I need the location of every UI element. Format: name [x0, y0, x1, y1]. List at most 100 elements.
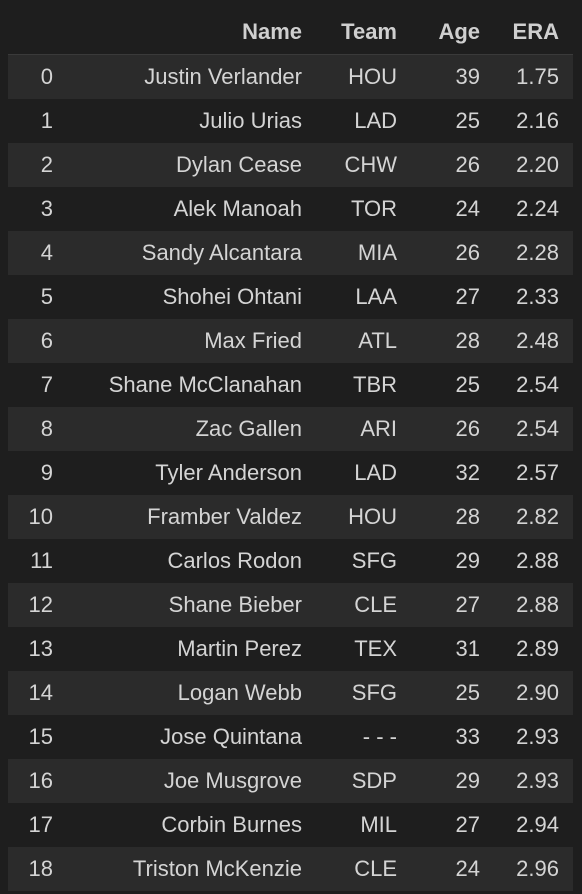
cell-name: Shane McClanahan — [68, 363, 318, 407]
table-row: 16 Joe Musgrove SDP 29 2.93 — [8, 759, 573, 803]
cell-era: 2.96 — [494, 847, 573, 891]
cell-age: 27 — [415, 803, 494, 847]
cell-era: 2.20 — [494, 143, 573, 187]
cell-team: ATL — [318, 319, 415, 363]
row-index: 18 — [8, 847, 68, 891]
row-index: 11 — [8, 539, 68, 583]
row-index: 4 — [8, 231, 68, 275]
cell-name: Shohei Ohtani — [68, 275, 318, 319]
cell-name: Sandy Alcantara — [68, 231, 318, 275]
cell-age: 33 — [415, 715, 494, 759]
table-row: 6 Max Fried ATL 28 2.48 — [8, 319, 573, 363]
cell-name: Dylan Cease — [68, 143, 318, 187]
cell-age: 29 — [415, 759, 494, 803]
cell-team: - - - — [318, 715, 415, 759]
cell-age: 29 — [415, 539, 494, 583]
table-row: 13 Martin Perez TEX 31 2.89 — [8, 627, 573, 671]
table-row: 9 Tyler Anderson LAD 32 2.57 — [8, 451, 573, 495]
table-row: 11 Carlos Rodon SFG 29 2.88 — [8, 539, 573, 583]
cell-team: HOU — [318, 54, 415, 99]
column-header-name: Name — [68, 10, 318, 55]
table-row: 1 Julio Urias LAD 25 2.16 — [8, 99, 573, 143]
cell-team: ARI — [318, 407, 415, 451]
table-body: 0 Justin Verlander HOU 39 1.75 1 Julio Urias LA… — [8, 54, 573, 891]
cell-age: 32 — [415, 451, 494, 495]
cell-age: 24 — [415, 187, 494, 231]
cell-name: Jose Quintana — [68, 715, 318, 759]
cell-team: LAD — [318, 99, 415, 143]
cell-era: 2.88 — [494, 583, 573, 627]
table-row: 18 Triston McKenzie CLE 24 2.96 — [8, 847, 573, 891]
cell-team: CLE — [318, 583, 415, 627]
cell-team: MIL — [318, 803, 415, 847]
dataframe-table: Name Team Age ERA 0 Justin Verlander HOU 39… — [8, 10, 573, 891]
header-row: Name Team Age ERA — [8, 10, 573, 55]
cell-team: SDP — [318, 759, 415, 803]
cell-era: 2.54 — [494, 363, 573, 407]
cell-age: 25 — [415, 671, 494, 715]
cell-age: 26 — [415, 407, 494, 451]
cell-age: 27 — [415, 583, 494, 627]
table-row: 8 Zac Gallen ARI 26 2.54 — [8, 407, 573, 451]
cell-name: Max Fried — [68, 319, 318, 363]
cell-era: 2.48 — [494, 319, 573, 363]
cell-era: 2.93 — [494, 759, 573, 803]
cell-name: Triston McKenzie — [68, 847, 318, 891]
cell-era: 2.88 — [494, 539, 573, 583]
cell-name: Alek Manoah — [68, 187, 318, 231]
cell-age: 31 — [415, 627, 494, 671]
cell-age: 26 — [415, 143, 494, 187]
cell-name: Justin Verlander — [68, 54, 318, 99]
column-header-age: Age — [415, 10, 494, 55]
cell-name: Martin Perez — [68, 627, 318, 671]
cell-name: Zac Gallen — [68, 407, 318, 451]
cell-era: 2.93 — [494, 715, 573, 759]
table-header: Name Team Age ERA — [8, 10, 573, 55]
cell-era: 2.16 — [494, 99, 573, 143]
cell-team: SFG — [318, 671, 415, 715]
cell-era: 2.54 — [494, 407, 573, 451]
cell-era: 2.90 — [494, 671, 573, 715]
row-index: 13 — [8, 627, 68, 671]
cell-team: SFG — [318, 539, 415, 583]
cell-era: 2.24 — [494, 187, 573, 231]
cell-name: Carlos Rodon — [68, 539, 318, 583]
cell-name: Shane Bieber — [68, 583, 318, 627]
cell-era: 2.89 — [494, 627, 573, 671]
row-index: 10 — [8, 495, 68, 539]
cell-era: 1.75 — [494, 54, 573, 99]
cell-name: Corbin Burnes — [68, 803, 318, 847]
cell-team: LAA — [318, 275, 415, 319]
cell-age: 26 — [415, 231, 494, 275]
cell-era: 2.57 — [494, 451, 573, 495]
row-index: 3 — [8, 187, 68, 231]
cell-team: CHW — [318, 143, 415, 187]
cell-name: Logan Webb — [68, 671, 318, 715]
table-row: 7 Shane McClanahan TBR 25 2.54 — [8, 363, 573, 407]
row-index: 8 — [8, 407, 68, 451]
table-row: 14 Logan Webb SFG 25 2.90 — [8, 671, 573, 715]
row-index: 2 — [8, 143, 68, 187]
cell-age: 25 — [415, 99, 494, 143]
row-index: 15 — [8, 715, 68, 759]
cell-team: TBR — [318, 363, 415, 407]
cell-name: Joe Musgrove — [68, 759, 318, 803]
column-header-era: ERA — [494, 10, 573, 55]
column-header-team: Team — [318, 10, 415, 55]
table-row: 5 Shohei Ohtani LAA 27 2.33 — [8, 275, 573, 319]
row-index: 0 — [8, 54, 68, 99]
table-row: 0 Justin Verlander HOU 39 1.75 — [8, 54, 573, 99]
index-header — [8, 10, 68, 55]
cell-team: LAD — [318, 451, 415, 495]
cell-era: 2.82 — [494, 495, 573, 539]
table-row: 2 Dylan Cease CHW 26 2.20 — [8, 143, 573, 187]
table-row: 17 Corbin Burnes MIL 27 2.94 — [8, 803, 573, 847]
row-index: 17 — [8, 803, 68, 847]
cell-team: MIA — [318, 231, 415, 275]
cell-era: 2.33 — [494, 275, 573, 319]
cell-name: Julio Urias — [68, 99, 318, 143]
cell-age: 25 — [415, 363, 494, 407]
row-index: 9 — [8, 451, 68, 495]
row-index: 12 — [8, 583, 68, 627]
cell-age: 28 — [415, 495, 494, 539]
